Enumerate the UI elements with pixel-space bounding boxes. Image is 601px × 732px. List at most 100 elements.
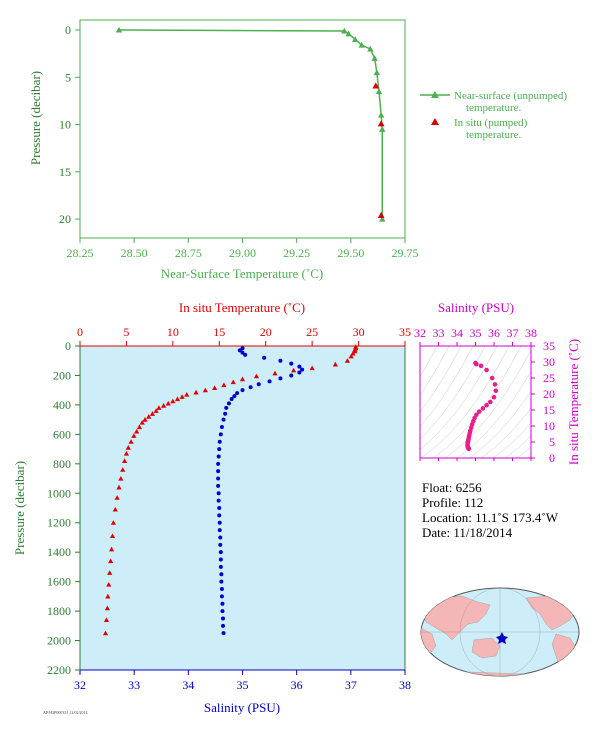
profile-temperature-tick-label: 15	[213, 325, 225, 339]
ts-point	[478, 363, 484, 369]
profile-temperature-point	[136, 424, 143, 430]
profile-pressure-tick-label: 1800	[47, 604, 71, 618]
ts-salinity-tick-label: 38	[525, 326, 537, 340]
ts-density-contours	[420, 346, 531, 458]
profile-temperature-tick-label: 5	[123, 325, 129, 339]
profile-salinity-point	[278, 358, 283, 363]
profile-salinity-point	[248, 385, 253, 390]
ts-density-contour	[456, 370, 531, 458]
ts-point	[484, 402, 489, 408]
near-surface-unpumped-point	[358, 41, 365, 48]
near-surface-unpumped-point	[379, 215, 386, 222]
profile-temperature-point	[123, 450, 130, 456]
profile-date: Date: 11/18/2014	[422, 525, 513, 540]
profile-temperature-point	[108, 558, 114, 564]
near-surface-y-label: Pressure (decibar)	[28, 71, 43, 165]
ts-diagram: 32 33 34 35 36 37 38 0 5 10 15 20 25 30 35 Salinity (…	[414, 300, 581, 465]
near-surface-pumped-point	[377, 211, 385, 219]
profile-salinity-point	[221, 616, 225, 621]
ts-salinity-tick-label: 34	[451, 326, 463, 340]
profile-series	[102, 344, 359, 636]
world-map	[420, 587, 580, 677]
profile-temperature-point	[121, 458, 128, 463]
profile-salinity-point	[216, 476, 221, 481]
legend-unpumped-marker	[431, 91, 439, 98]
profile-salinity-point	[219, 425, 224, 429]
ts-point	[476, 409, 482, 414]
legend-unpumped-label-1: Near-surface (unpumped)	[454, 90, 567, 102]
profile-temperature-point	[290, 367, 297, 373]
profile-temperature-point	[118, 475, 124, 481]
ts-density-contour	[444, 349, 531, 458]
float-number: Float: 6256	[422, 480, 482, 495]
profile-temperature-point	[253, 373, 260, 379]
profile-temperature-point	[116, 484, 122, 490]
map-australia	[471, 637, 501, 659]
ts-point	[480, 406, 486, 411]
profile-temperature-point	[105, 593, 111, 599]
profile-salinity-point	[240, 346, 245, 351]
ts-density-contour	[420, 346, 438, 378]
profile-salinity-point	[262, 355, 267, 360]
profile-temperature-point	[153, 408, 159, 413]
profile-temperature-point	[350, 350, 356, 356]
profile-salinity-point	[221, 631, 226, 636]
profile-salinity-point	[297, 370, 302, 375]
profile-temperature-point	[104, 605, 110, 611]
ts-point	[466, 446, 472, 452]
ts-temperature-tick-label: 0	[549, 451, 555, 465]
profile-salinity-point	[220, 601, 225, 606]
near-surface-pumped-point	[377, 120, 385, 127]
near-surface-chart: 28.25 28.50 28.75 29.00 29.25 29.50 29.75 0 5 10…	[28, 19, 567, 281]
profile-salinity-point	[229, 397, 234, 402]
profile-temperature-point	[230, 379, 236, 385]
near-surface-unpumped-point	[341, 27, 348, 34]
profile-temperature-point	[184, 392, 190, 397]
profile-salinity-point	[218, 564, 223, 569]
near-surface-x-axis: 28.25 28.50 28.75 29.00 29.25 29.50 29.75	[67, 238, 419, 260]
near-surface-y-axis: 0 5 10 15 20	[59, 23, 80, 226]
near-surface-x-tick-label: 28.75	[175, 246, 202, 260]
legend-pumped-label-2: temperature.	[466, 129, 522, 141]
profile-salinity-point	[216, 491, 221, 496]
profile-pressure-tick-label: 1000	[47, 486, 71, 500]
profile-chart: 0 5 10 15 20 25 30 35 32 33 34 35 36 37 38 0 200 400 600…	[12, 300, 411, 715]
profile-pressure-tick-label: 0	[65, 339, 71, 353]
profile-pressure-tick-label: 800	[53, 457, 71, 471]
profile-temperature-tick-label: 20	[260, 325, 272, 339]
ts-point	[492, 382, 498, 387]
near-surface-unpumped-point	[345, 30, 352, 37]
near-surface-x-label: Near-Surface Temperature (˚C)	[161, 266, 323, 281]
profile-salinity-tick-label: 36	[291, 678, 303, 692]
profile-y-label: Pressure (decibar)	[12, 461, 27, 555]
profile-salinity-point	[300, 367, 305, 372]
ts-y-label: In situ Temperature (˚C)	[566, 339, 581, 465]
profile-temperature-point	[134, 428, 140, 434]
near-surface-unpumped-line	[118, 29, 383, 220]
profile-pressure-axis: 0 200 400 600 800 1000 1200 1400 1600 1800 2000 220…	[47, 339, 80, 677]
profile-salinity-point	[224, 405, 229, 410]
profile-salinity-point	[223, 411, 228, 416]
profile-salinity-point	[243, 352, 248, 357]
near-surface-unpumped-point	[351, 36, 359, 43]
profile-salinity-tick-label: 37	[345, 678, 357, 692]
ts-temperature-tick-label: 35	[543, 339, 555, 353]
profile-salinity-point	[219, 579, 224, 584]
ts-point	[488, 399, 493, 405]
profile-temperature-tick-label: 0	[77, 325, 83, 339]
profile-temperature-point	[272, 370, 278, 376]
profile-salinity-point	[232, 394, 237, 399]
profile-salinity-point	[216, 469, 221, 474]
near-surface-legend: Near-surface (unpumped) temperature. In …	[420, 90, 567, 141]
profile-temperature-point	[103, 617, 110, 623]
profile-temperature-point	[239, 376, 246, 382]
profile-temperature-point	[202, 387, 208, 393]
profile-pressure-tick-label: 400	[53, 398, 71, 412]
legend-pumped-marker	[431, 118, 439, 125]
profile-temperature-point	[139, 419, 145, 425]
profile-salinity-point	[240, 388, 245, 393]
ts-point	[474, 361, 479, 367]
ts-salinity-tick-label: 35	[470, 326, 482, 340]
profile-temperature-point	[114, 495, 120, 500]
profile-temperature-point	[106, 581, 112, 587]
